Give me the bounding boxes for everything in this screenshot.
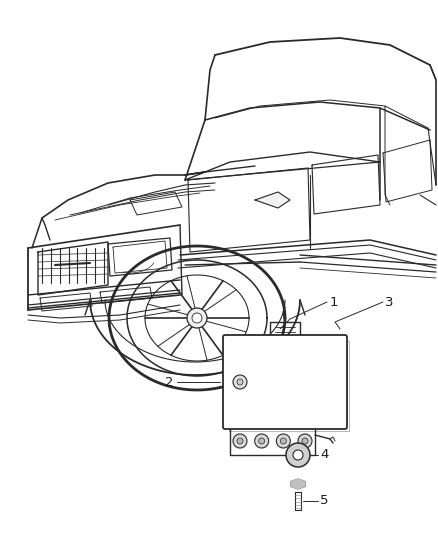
Polygon shape [291, 479, 305, 489]
Circle shape [276, 434, 290, 448]
Circle shape [192, 313, 202, 323]
Circle shape [233, 434, 247, 448]
Circle shape [302, 438, 308, 444]
Text: 3: 3 [385, 295, 393, 309]
Circle shape [254, 434, 268, 448]
Text: 5: 5 [320, 495, 328, 507]
FancyBboxPatch shape [223, 335, 347, 429]
Text: 1: 1 [330, 295, 339, 309]
Polygon shape [255, 192, 290, 208]
Text: 2: 2 [165, 376, 173, 389]
Circle shape [298, 434, 312, 448]
Circle shape [233, 375, 247, 389]
Circle shape [280, 438, 286, 444]
Circle shape [187, 308, 207, 328]
Circle shape [259, 438, 265, 444]
Circle shape [286, 443, 310, 467]
Circle shape [293, 450, 303, 460]
Circle shape [237, 438, 243, 444]
Circle shape [237, 379, 243, 385]
Text: 4: 4 [320, 448, 328, 462]
